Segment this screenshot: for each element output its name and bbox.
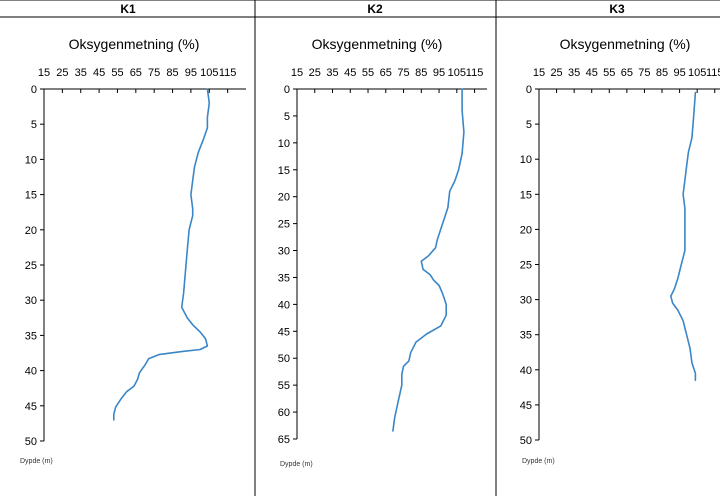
panel-frame — [495, 0, 720, 496]
chart-title: Oksygenmetning (%) — [69, 36, 200, 52]
y-tick-label: 15 — [25, 190, 37, 202]
y-tick-label: 35 — [278, 272, 290, 284]
y-tick-label: 40 — [278, 299, 290, 311]
y-axis-label: Dypde (m) — [20, 458, 53, 465]
y-tick-label: 60 — [278, 407, 290, 419]
x-tick-label: 115 — [466, 67, 484, 79]
x-tick-label: 95 — [433, 67, 445, 79]
x-tick-label: 45 — [344, 67, 356, 79]
x-tick-label: 15 — [533, 67, 545, 79]
y-tick-label: 35 — [25, 330, 37, 342]
x-tick-label: 115 — [706, 67, 720, 79]
x-tick-label: 25 — [309, 67, 321, 79]
x-tick-label: 35 — [75, 67, 87, 79]
panel-k2: K2 Oksygenmetning (%) 15 25 35 45 55 65 75 85 95… — [254, 0, 497, 496]
y-tick-label: 50 — [25, 436, 37, 448]
x-tick-label: 45 — [93, 67, 105, 79]
x-tick-label: 45 — [586, 67, 598, 79]
x-tick-label: 85 — [656, 67, 668, 79]
y-tick-label: 0 — [284, 84, 290, 96]
y-tick-label: 45 — [520, 400, 532, 412]
panel-k3: K3 Oksygenmetning (%) 15 25 35 45 55 65 75 85 95… — [495, 0, 720, 496]
y-tick-label: 30 — [25, 295, 37, 307]
x-tick-label: 105 — [688, 67, 706, 79]
panel-id: K1 — [120, 2, 136, 16]
y-tick-label: 0 — [31, 84, 37, 96]
y-tick-label: 5 — [284, 111, 290, 123]
x-tick-label: 55 — [362, 67, 374, 79]
y-tick-label: 5 — [526, 119, 532, 131]
y-axis-label: Dypde (m) — [522, 458, 555, 465]
y-tick-label: 5 — [31, 119, 37, 131]
x-tick-label: 15 — [38, 67, 50, 79]
x-tick-label: 75 — [397, 67, 409, 79]
y-tick-label: 30 — [278, 246, 290, 258]
panel-k1: K1 Oksygenmetning (%) 15 25 35 45 55 65 75 85 95… — [0, 0, 256, 496]
series-line — [113, 88, 211, 421]
y-tick-label: 10 — [25, 154, 37, 166]
x-tick-label: 75 — [638, 67, 650, 79]
y-tick-label: 25 — [520, 260, 532, 272]
panel-id: K3 — [609, 2, 625, 16]
y-tick-label: 40 — [25, 366, 37, 378]
chart-title: Oksygenmetning (%) — [560, 36, 691, 52]
y-tick-label: 15 — [278, 165, 290, 177]
panel-id: K2 — [367, 2, 383, 16]
y-tick-label: 20 — [520, 224, 532, 236]
x-tick-label: 105 — [200, 67, 218, 79]
y-tick-label: 50 — [520, 435, 532, 447]
x-tick-label: 85 — [166, 67, 178, 79]
x-tick-label: 105 — [448, 67, 466, 79]
y-tick-label: 40 — [520, 365, 532, 377]
x-tick-label: 95 — [673, 67, 685, 79]
x-tick-label: 25 — [550, 67, 562, 79]
y-tick-label: 0 — [526, 84, 532, 96]
x-tick-label: 55 — [603, 67, 615, 79]
x-tick-label: 55 — [111, 67, 123, 79]
x-tick-label: 35 — [568, 67, 580, 79]
series-line — [669, 91, 697, 382]
y-tick-label: 20 — [278, 192, 290, 204]
y-tick-label: 25 — [278, 219, 290, 231]
y-tick-label: 45 — [25, 401, 37, 413]
x-tick-label: 75 — [148, 67, 160, 79]
x-tick-label: 35 — [326, 67, 338, 79]
x-tick-label: 65 — [130, 67, 142, 79]
y-tick-label: 55 — [278, 380, 290, 392]
x-tick-label: 65 — [621, 67, 633, 79]
x-tick-label: 85 — [415, 67, 427, 79]
y-axis-label: Dypde (m) — [280, 461, 313, 468]
x-tick-label: 25 — [56, 67, 68, 79]
y-tick-label: 20 — [25, 225, 37, 237]
y-tick-label: 15 — [520, 189, 532, 201]
y-tick-label: 30 — [520, 295, 532, 307]
y-tick-label: 25 — [25, 260, 37, 272]
y-tick-label: 10 — [520, 154, 532, 166]
series-line — [392, 88, 465, 432]
y-tick-label: 65 — [278, 434, 290, 446]
y-tick-label: 35 — [520, 330, 532, 342]
chart-title: Oksygenmetning (%) — [312, 36, 443, 52]
x-tick-label: 65 — [380, 67, 392, 79]
y-tick-label: 10 — [278, 138, 290, 150]
x-tick-label: 115 — [219, 67, 237, 79]
x-tick-label: 15 — [291, 67, 303, 79]
y-tick-label: 45 — [278, 326, 290, 338]
x-tick-label: 95 — [185, 67, 197, 79]
y-tick-label: 50 — [278, 353, 290, 365]
